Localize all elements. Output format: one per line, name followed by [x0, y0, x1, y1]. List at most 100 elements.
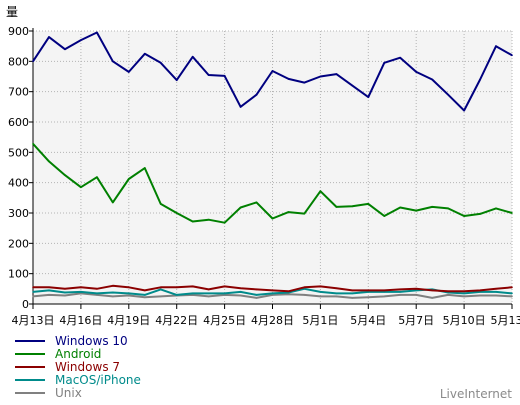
data-point [320, 296, 322, 298]
y-tick-label: 300 [8, 207, 29, 220]
data-point [64, 174, 66, 176]
y-tick-label: 400 [8, 177, 29, 190]
data-point [192, 221, 194, 223]
data-point [112, 292, 114, 294]
data-point [447, 290, 449, 292]
data-point [463, 110, 465, 112]
data-point [336, 296, 338, 298]
data-point [495, 295, 497, 297]
data-point [176, 212, 178, 214]
data-point [128, 178, 130, 180]
data-point [208, 293, 210, 295]
data-point [48, 161, 50, 163]
data-point [272, 70, 274, 72]
data-point [447, 208, 449, 210]
data-point [495, 45, 497, 47]
data-point [383, 296, 385, 298]
data-point [64, 295, 66, 297]
y-tick-label: 100 [8, 268, 29, 281]
data-point [128, 287, 130, 289]
data-point [320, 190, 322, 192]
data-point [112, 202, 114, 204]
x-tick-label: 5月10日 [443, 314, 486, 327]
data-point [192, 286, 194, 288]
data-point [224, 286, 226, 288]
data-point [144, 290, 146, 292]
data-point [96, 176, 98, 178]
data-point [399, 207, 401, 209]
data-point [48, 36, 50, 38]
data-point [272, 218, 274, 220]
data-point [224, 75, 226, 77]
data-point [80, 287, 82, 289]
x-tick-label: 4月19日 [107, 314, 150, 327]
data-point [431, 297, 433, 299]
data-point [160, 62, 162, 64]
y-tick-label: 200 [8, 237, 29, 250]
y-tick-label: 0 [22, 298, 29, 311]
data-point [352, 85, 354, 87]
data-point [144, 167, 146, 169]
data-point [144, 53, 146, 55]
data-point [160, 203, 162, 205]
data-point [176, 79, 178, 81]
x-tick-label: 4月13日 [12, 314, 55, 327]
data-point [479, 295, 481, 297]
data-point [304, 287, 306, 289]
data-point [256, 289, 258, 291]
data-point [511, 296, 513, 298]
data-point [112, 285, 114, 287]
legend-item: Android [15, 347, 101, 361]
data-point [495, 288, 497, 290]
legend-item: MacOS/iPhone [15, 373, 141, 387]
credit-text: LiveInternet [440, 387, 512, 401]
data-point [447, 94, 449, 96]
data-point [256, 202, 258, 204]
data-point [144, 294, 146, 296]
data-point [352, 206, 354, 208]
data-point [368, 96, 370, 98]
data-point [383, 290, 385, 292]
data-point [368, 297, 370, 299]
data-point [208, 289, 210, 291]
data-point [399, 294, 401, 296]
y-tick-label: 900 [8, 25, 29, 38]
data-point [256, 94, 258, 96]
data-point [288, 211, 290, 213]
data-point [160, 287, 162, 289]
legend-label: Android [55, 347, 101, 361]
x-tick-label: 4月22日 [155, 314, 198, 327]
data-point [320, 286, 322, 288]
data-point [192, 56, 194, 58]
data-point [495, 208, 497, 210]
data-point [48, 290, 50, 292]
data-point [336, 293, 338, 295]
data-point [80, 39, 82, 41]
data-point [48, 294, 50, 296]
data-point [128, 293, 130, 295]
data-point [32, 143, 34, 145]
data-point [336, 73, 338, 75]
data-point [112, 61, 114, 63]
data-point [352, 293, 354, 295]
data-point [240, 106, 242, 108]
data-point [431, 206, 433, 208]
data-point [32, 296, 34, 298]
legend-label: Windows 10 [55, 334, 128, 348]
data-point [463, 215, 465, 217]
data-point [32, 291, 34, 293]
data-point [272, 290, 274, 292]
y-tick-labels: 0100200300400500600700800900 [8, 25, 29, 311]
data-point [272, 293, 274, 295]
data-point [368, 290, 370, 292]
data-point [112, 296, 114, 298]
data-point [64, 48, 66, 50]
data-point [176, 294, 178, 296]
data-point [80, 186, 82, 188]
data-point [304, 82, 306, 84]
data-point [64, 288, 66, 290]
data-point [208, 74, 210, 76]
legend-item: Windows 7 [15, 360, 120, 374]
data-point [176, 287, 178, 289]
